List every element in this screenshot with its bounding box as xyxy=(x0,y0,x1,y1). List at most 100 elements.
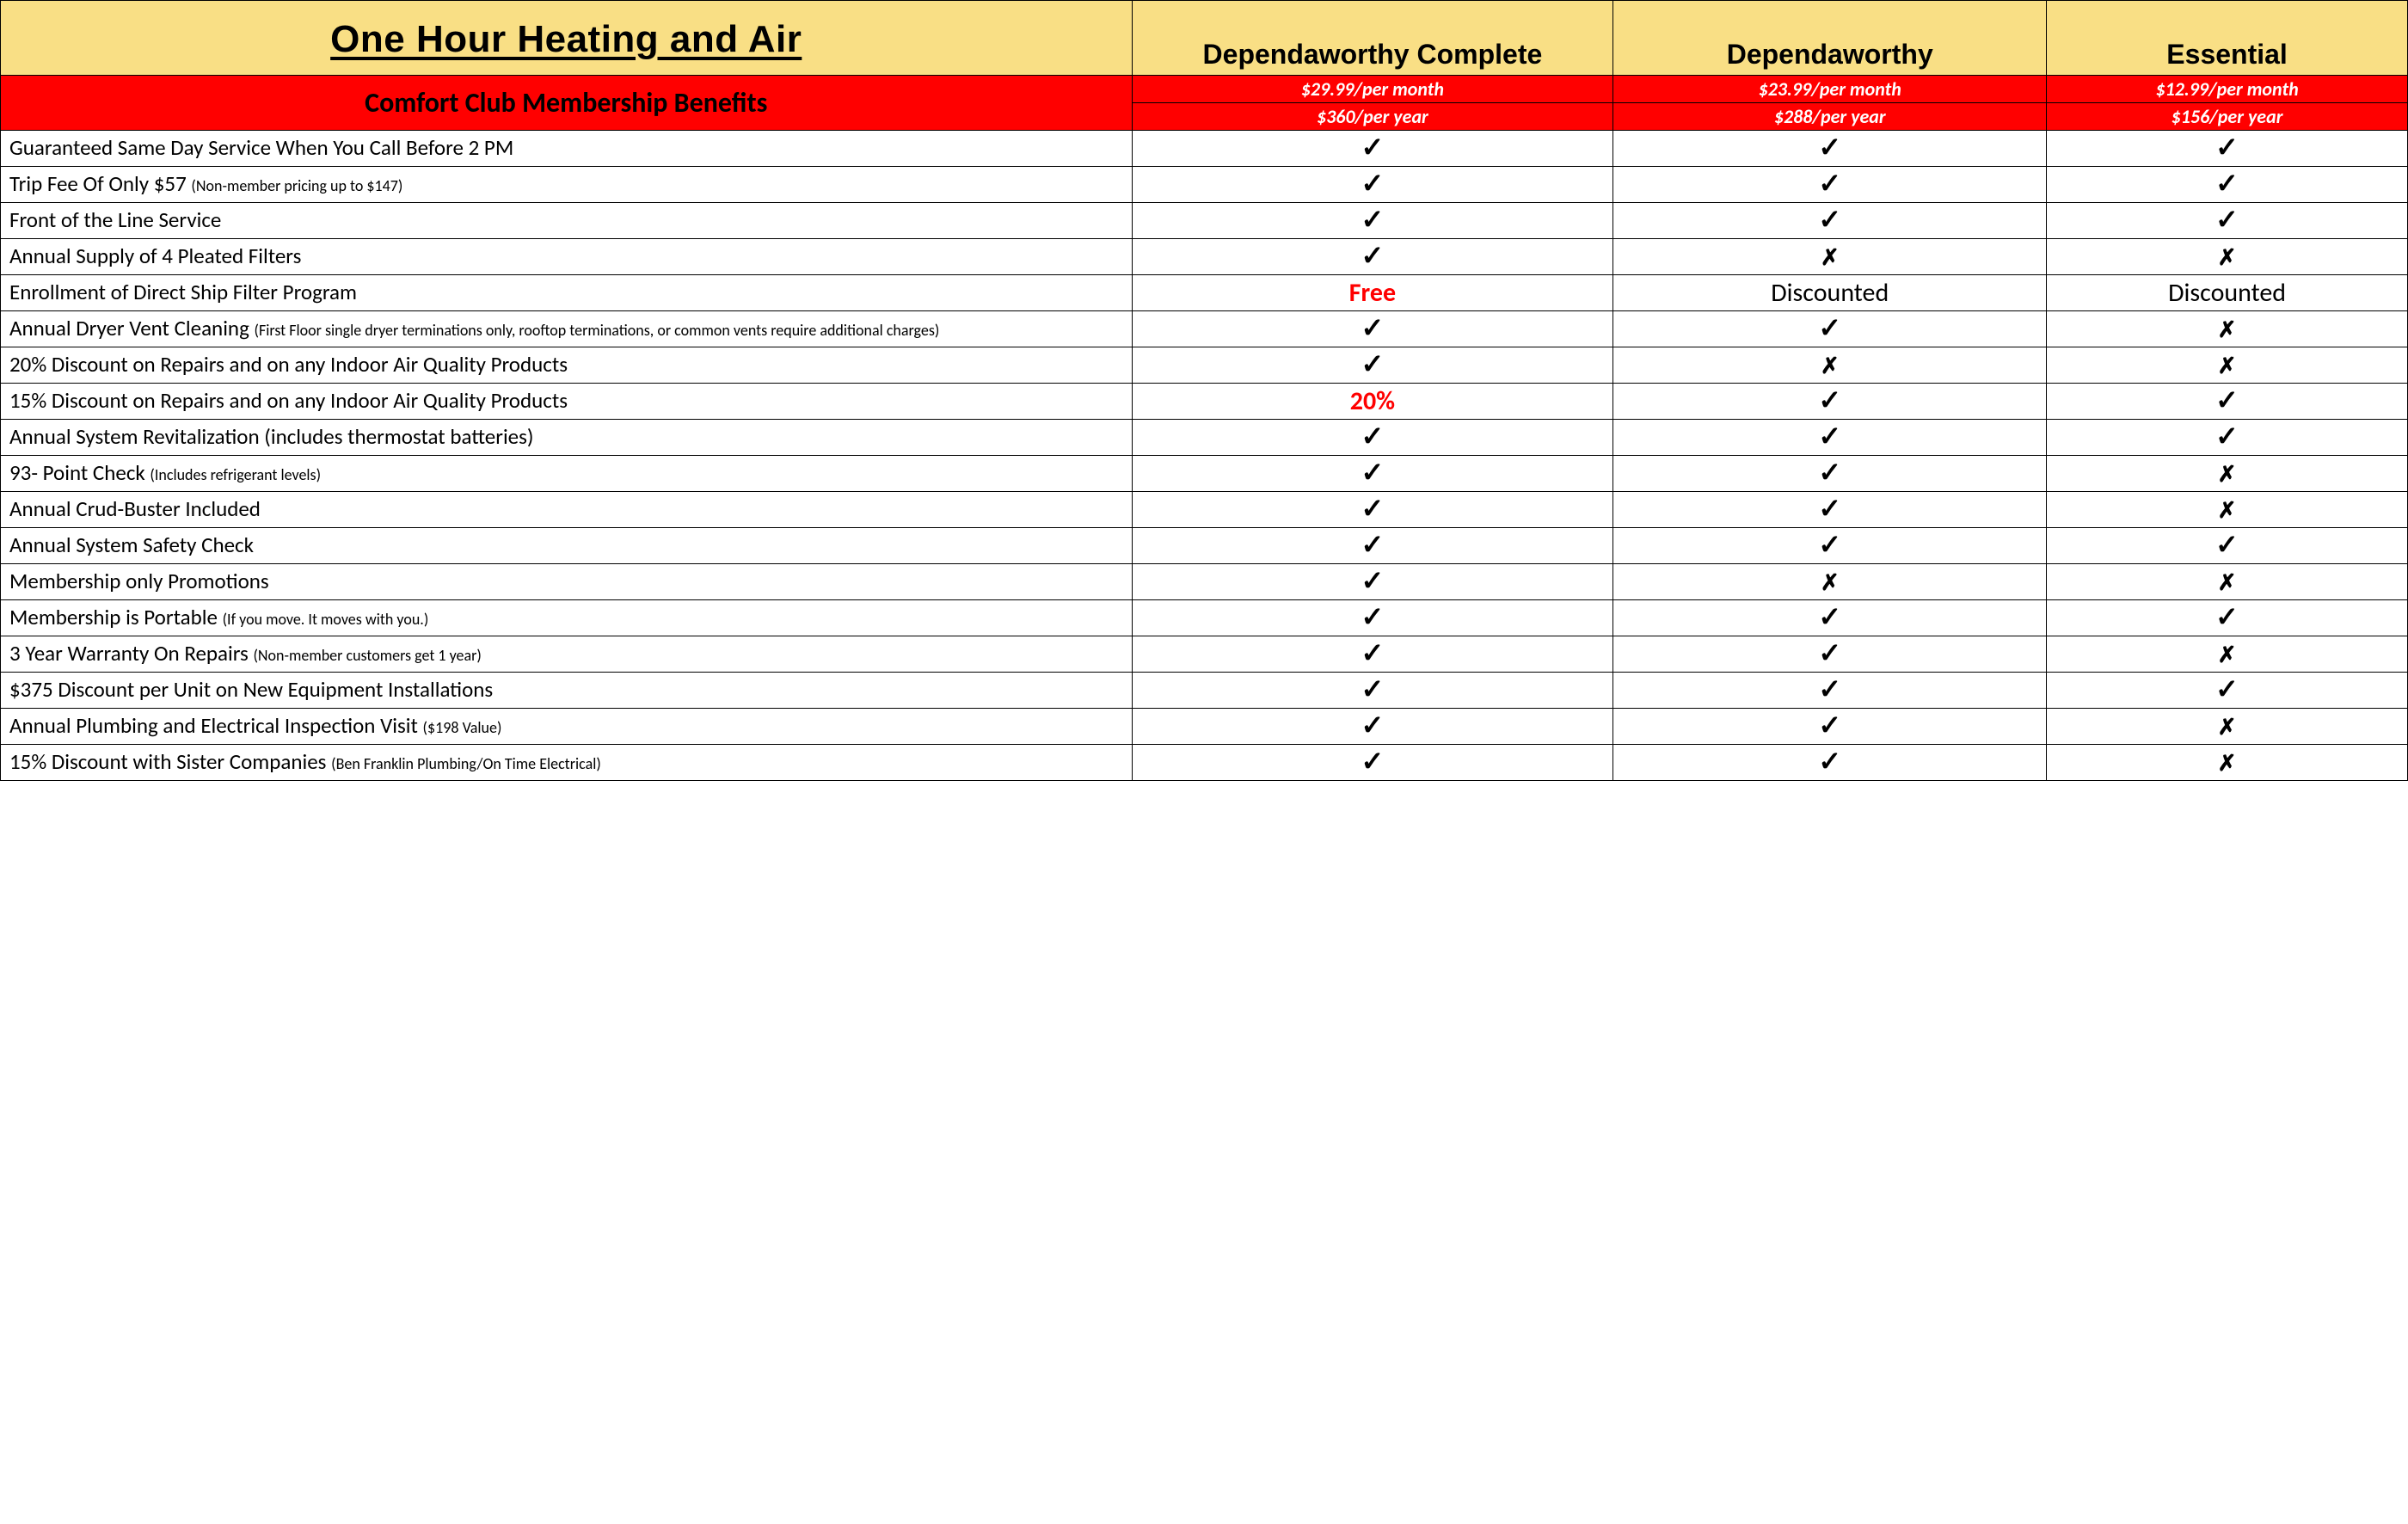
benefit-row: 15% Discount on Repairs and on any Indoo… xyxy=(1,384,2408,420)
plan-value: ✓ xyxy=(2047,131,2408,167)
benefit-label: 15% Discount with Sister Companies (Ben … xyxy=(1,745,1133,781)
benefit-label-text: Annual Crud-Buster Included xyxy=(9,495,261,522)
check-icon: ✓ xyxy=(1361,529,1385,560)
check-icon: ✓ xyxy=(1818,132,1841,163)
plan-value: ✓ xyxy=(1613,384,2047,420)
plan-value: ✓ xyxy=(1132,131,1613,167)
benefit-label: Annual System Safety Check xyxy=(1,528,1133,564)
plan1-price-year: $288/per year xyxy=(1613,103,2047,131)
plan-value: ✗ xyxy=(2047,709,2408,745)
benefit-row: Annual System Revitalization (includes t… xyxy=(1,420,2408,456)
benefit-label-text: Annual System Revitalization (includes t… xyxy=(9,423,533,450)
check-icon: ✓ xyxy=(1361,565,1385,596)
benefit-row: 20% Discount on Repairs and on any Indoo… xyxy=(1,347,2408,384)
plan-value-text: 20% xyxy=(1350,385,1395,417)
check-icon: ✓ xyxy=(2215,601,2239,632)
check-icon: ✓ xyxy=(1361,710,1385,740)
check-icon: ✓ xyxy=(2215,421,2239,452)
benefit-label-text: Membership is Portable xyxy=(9,604,223,630)
plan-value: ✗ xyxy=(2047,745,2408,781)
plan-value: ✗ xyxy=(2047,239,2408,275)
check-icon: ✓ xyxy=(2215,529,2239,560)
benefit-label: Front of the Line Service xyxy=(1,203,1133,239)
check-icon: ✓ xyxy=(1818,168,1841,199)
benefit-label-sub: ($198 Value) xyxy=(423,718,502,737)
benefit-label: Guaranteed Same Day Service When You Cal… xyxy=(1,131,1133,167)
plan-value: ✗ xyxy=(2047,456,2408,492)
plan-value: ✓ xyxy=(2047,384,2408,420)
benefit-label: Membership only Promotions xyxy=(1,564,1133,600)
benefit-label: Annual System Revitalization (includes t… xyxy=(1,420,1133,456)
check-icon: ✓ xyxy=(2215,204,2239,235)
plan-head-2: Essential xyxy=(2047,1,2408,76)
plan-value: ✗ xyxy=(1613,564,2047,600)
benefit-row: Membership is Portable (If you move. It … xyxy=(1,600,2408,636)
cross-icon: ✗ xyxy=(2218,316,2237,342)
cross-icon: ✗ xyxy=(1821,244,1840,270)
plan-value: ✓ xyxy=(1132,564,1613,600)
plan-value: ✗ xyxy=(2047,636,2408,673)
benefit-row: Front of the Line Service✓✓✓ xyxy=(1,203,2408,239)
benefit-row: 3 Year Warranty On Repairs (Non-member c… xyxy=(1,636,2408,673)
benefit-row: Guaranteed Same Day Service When You Cal… xyxy=(1,131,2408,167)
benefit-label: 93- Point Check (Includes refrigerant le… xyxy=(1,456,1133,492)
plan-value: ✓ xyxy=(2047,673,2408,709)
benefit-label: Annual Crud-Buster Included xyxy=(1,492,1133,528)
plan-value: ✓ xyxy=(1613,745,2047,781)
company-title: One Hour Heating and Air xyxy=(1,1,1133,76)
plan-value: ✓ xyxy=(2047,203,2408,239)
check-icon: ✓ xyxy=(2215,168,2239,199)
benefit-label: Annual Supply of 4 Pleated Filters xyxy=(1,239,1133,275)
benefit-row: Annual Crud-Buster Included✓✓✗ xyxy=(1,492,2408,528)
benefit-label: Enrollment of Direct Ship Filter Program xyxy=(1,275,1133,311)
plan-value: ✓ xyxy=(1613,673,2047,709)
check-icon: ✓ xyxy=(1361,132,1385,163)
check-icon: ✓ xyxy=(1361,348,1385,379)
plan-value: ✓ xyxy=(1613,311,2047,347)
benefit-label: Annual Dryer Vent Cleaning (First Floor … xyxy=(1,311,1133,347)
cross-icon: ✗ xyxy=(2218,642,2237,667)
plan-value: Discounted xyxy=(1613,275,2047,311)
plan-value: ✓ xyxy=(1613,600,2047,636)
check-icon: ✓ xyxy=(1818,457,1841,488)
plan-value: ✓ xyxy=(1132,600,1613,636)
check-icon: ✓ xyxy=(1361,312,1385,343)
check-icon: ✓ xyxy=(1361,421,1385,452)
check-icon: ✓ xyxy=(1361,168,1385,199)
benefit-row: Trip Fee Of Only $57 (Non-member pricing… xyxy=(1,167,2408,203)
plan-value: ✗ xyxy=(1613,347,2047,384)
check-icon: ✓ xyxy=(2215,673,2239,704)
plan-value: ✓ xyxy=(1132,239,1613,275)
benefit-label-text: Membership only Promotions xyxy=(9,568,269,594)
cross-icon: ✗ xyxy=(2218,569,2237,595)
plan-value: ✓ xyxy=(1613,709,2047,745)
benefit-label-text: Trip Fee Of Only $57 xyxy=(9,170,191,197)
plan-value: Free xyxy=(1132,275,1613,311)
plan-value: ✗ xyxy=(2047,347,2408,384)
plan-value: ✓ xyxy=(1613,131,2047,167)
check-icon: ✓ xyxy=(1818,637,1841,668)
plan-value: ✗ xyxy=(2047,492,2408,528)
benefit-row: $375 Discount per Unit on New Equipment … xyxy=(1,673,2408,709)
benefits-subtitle: Comfort Club Membership Benefits xyxy=(1,76,1133,131)
comparison-table: One Hour Heating and Air Dependaworthy C… xyxy=(0,0,2408,781)
benefit-label-text: Annual Dryer Vent Cleaning xyxy=(9,315,255,341)
plan0-price-month: $29.99/per month xyxy=(1132,76,1613,103)
plan-value: ✓ xyxy=(1132,636,1613,673)
benefit-label-sub: (If you move. It moves with you.) xyxy=(223,610,429,629)
check-icon: ✓ xyxy=(1818,312,1841,343)
plan-value: ✓ xyxy=(1613,456,2047,492)
plan2-price-year: $156/per year xyxy=(2047,103,2408,131)
plan-value: ✗ xyxy=(2047,564,2408,600)
check-icon: ✓ xyxy=(1361,673,1385,704)
benefit-label-sub: (Non-member pricing up to $147) xyxy=(191,176,402,195)
plan-value: ✓ xyxy=(1613,167,2047,203)
cross-icon: ✗ xyxy=(2218,714,2237,740)
cross-icon: ✗ xyxy=(2218,244,2237,270)
plan1-price-month: $23.99/per month xyxy=(1613,76,2047,103)
plan-value: ✓ xyxy=(1132,456,1613,492)
plan-value: Discounted xyxy=(2047,275,2408,311)
plan-value: ✗ xyxy=(1613,239,2047,275)
benefit-row: Annual Dryer Vent Cleaning (First Floor … xyxy=(1,311,2408,347)
benefit-label: 15% Discount on Repairs and on any Indoo… xyxy=(1,384,1133,420)
